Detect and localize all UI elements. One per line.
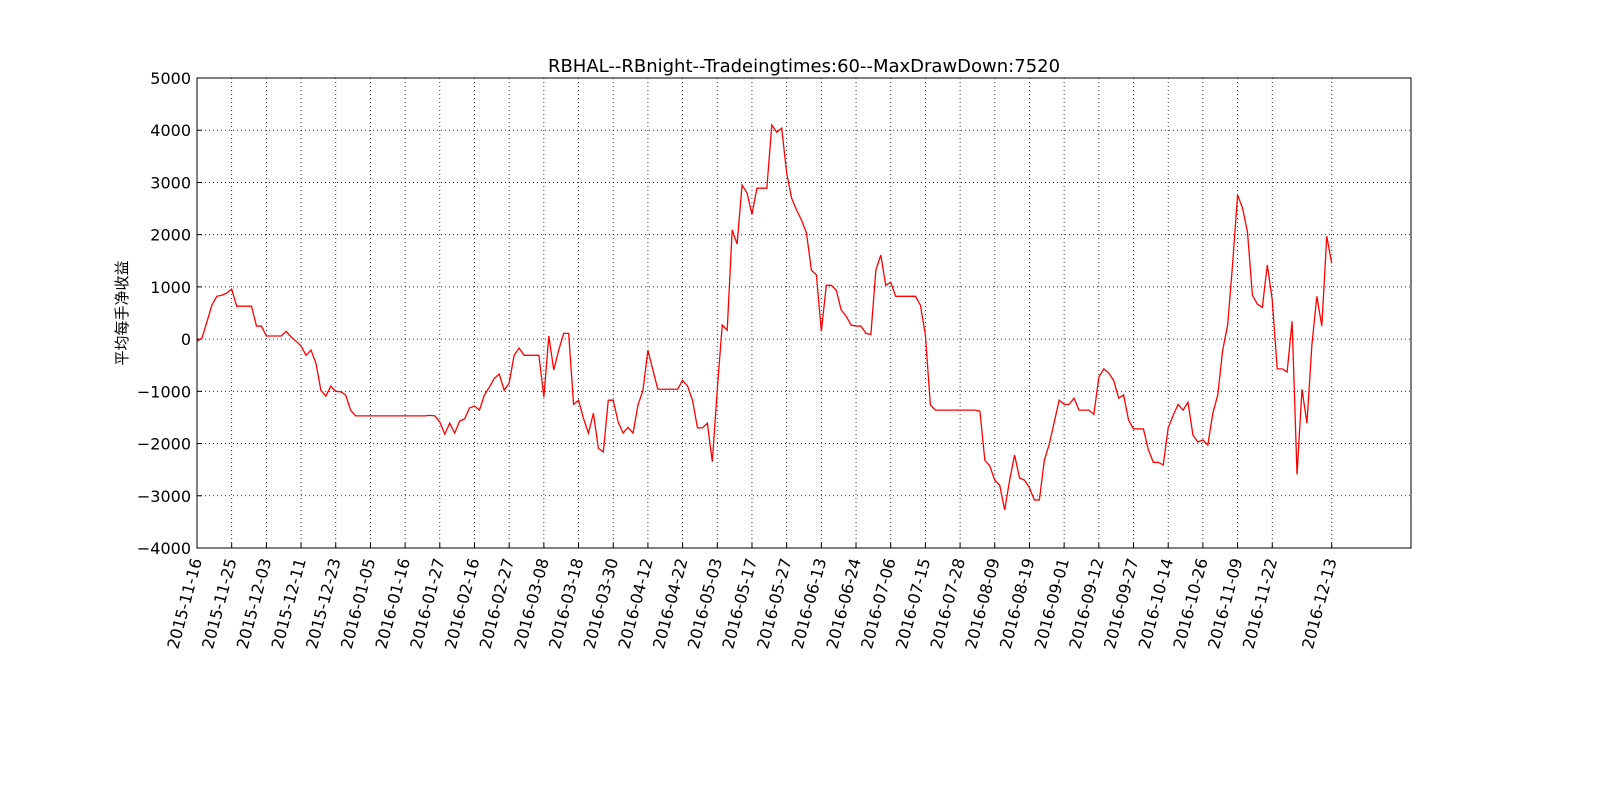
- y-tick-label: 2000: [150, 226, 191, 245]
- x-tick-label: 2016-05-17: [718, 556, 760, 651]
- plot-frame: [196, 77, 1412, 549]
- x-tick-label: 2016-08-19: [996, 556, 1038, 651]
- y-tick-label: 3000: [150, 173, 191, 192]
- x-tick-label: 2015-12-03: [233, 556, 275, 651]
- chart-title: RBHAL--RBnight--Tradeingtimes:60--MaxDra…: [548, 56, 1060, 77]
- x-tick-label: 2015-11-16: [163, 556, 205, 651]
- x-tick-label: 2016-01-16: [372, 556, 414, 651]
- x-tick-label: 2016-07-28: [927, 556, 969, 651]
- y-tick-label: −1000: [137, 382, 191, 401]
- x-tick-label: 2016-11-09: [1204, 556, 1246, 651]
- data-line: [196, 123, 1333, 511]
- y-tick-label: 4000: [150, 121, 191, 140]
- x-tick-label: 2016-06-13: [788, 556, 830, 651]
- x-tick-label: 2016-03-18: [545, 556, 587, 651]
- x-tick-label: 2016-02-16: [441, 556, 483, 651]
- x-tick-label: 2016-07-15: [892, 556, 934, 651]
- y-tick-label: 5000: [150, 69, 191, 88]
- x-tick-label: 2016-09-01: [1031, 556, 1073, 651]
- x-tick-label: 2016-06-24: [822, 556, 864, 651]
- x-tick-label: 2016-12-13: [1298, 556, 1340, 651]
- y-tick-label: −3000: [137, 487, 191, 506]
- x-tick-label: 2016-11-22: [1239, 556, 1281, 651]
- x-tick-label: 2016-04-12: [614, 556, 656, 651]
- y-axis-label: 平均每手净收益: [113, 260, 131, 365]
- x-tick-label: 2015-11-25: [198, 556, 240, 651]
- x-tick-label: 2016-10-26: [1169, 556, 1211, 651]
- x-tick-label: 2016-01-05: [337, 556, 379, 651]
- x-tick-label: 2016-09-12: [1065, 556, 1107, 651]
- x-tick-label: 2016-09-27: [1100, 556, 1142, 651]
- x-tick-label: 2016-02-27: [476, 556, 518, 651]
- x-tick-label: 2016-03-30: [580, 556, 622, 651]
- x-tick-label: 2015-12-11: [268, 556, 310, 651]
- x-tick-label: 2016-08-09: [961, 556, 1003, 651]
- x-tick-label: 2016-04-22: [649, 556, 691, 651]
- x-tick-label: 2016-05-27: [753, 556, 795, 651]
- x-tick-label: 2016-03-08: [510, 556, 552, 651]
- x-tick-label: 2016-10-14: [1135, 556, 1177, 651]
- x-tick-label: 2016-01-27: [406, 556, 448, 651]
- x-tick-label: 2015-12-23: [302, 556, 344, 651]
- y-tick-label: −2000: [137, 435, 191, 454]
- y-tick-label: 1000: [150, 278, 191, 297]
- y-tick-label: −4000: [137, 539, 191, 558]
- x-tick-label: 2016-05-03: [684, 556, 726, 651]
- y-tick-label: 0: [181, 330, 191, 349]
- x-tick-label: 2016-07-06: [857, 556, 899, 651]
